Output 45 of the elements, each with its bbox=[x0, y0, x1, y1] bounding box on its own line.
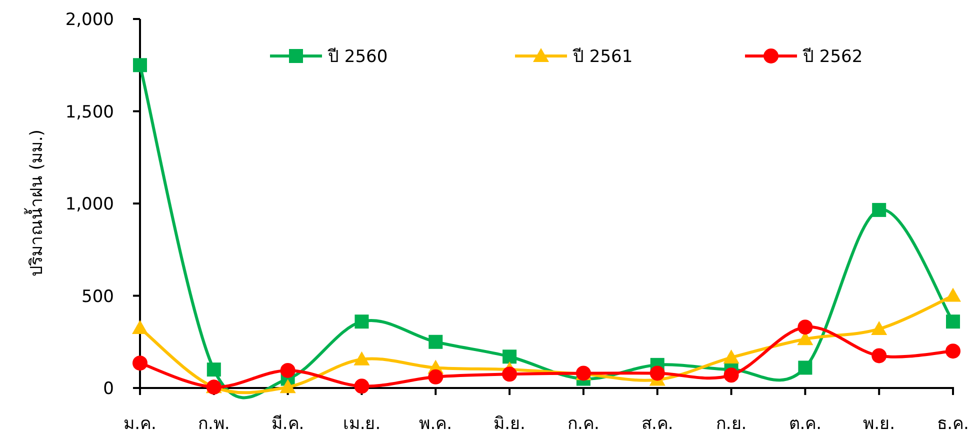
x-tick-label: มี.ค. bbox=[271, 414, 304, 434]
point bbox=[354, 378, 370, 394]
point bbox=[428, 369, 444, 384]
x-tick-label: ส.ค. bbox=[641, 414, 674, 434]
point bbox=[502, 366, 518, 382]
point bbox=[354, 351, 370, 366]
legend-label: ปี 2561 bbox=[572, 47, 633, 67]
point bbox=[502, 350, 517, 364]
point bbox=[206, 362, 221, 377]
x-tick-label: ม.ค. bbox=[124, 414, 156, 434]
x-tick-label: ก.ย. bbox=[716, 414, 747, 434]
point bbox=[280, 379, 296, 394]
point bbox=[280, 362, 296, 378]
point bbox=[872, 202, 886, 217]
y-tick-label: 1,500 bbox=[65, 102, 114, 122]
point bbox=[798, 360, 812, 375]
point bbox=[723, 350, 740, 364]
x-tick-label: มิ.ย. bbox=[494, 414, 526, 434]
y-tick-label: 2,000 bbox=[65, 10, 114, 30]
y-tick-label: 1,000 bbox=[65, 194, 114, 214]
point bbox=[872, 348, 887, 364]
x-tick-label: พ.ย. bbox=[863, 414, 895, 434]
y-axis-title: ปริมาณน้ำฝน (มม.) bbox=[24, 129, 47, 277]
x-tick-label: ก.พ. bbox=[198, 414, 230, 434]
point bbox=[724, 368, 739, 383]
x-tick-label: ก.ค. bbox=[568, 414, 600, 434]
x-tick-label: พ.ค. bbox=[419, 414, 452, 434]
point bbox=[354, 314, 369, 329]
point bbox=[650, 366, 665, 381]
point bbox=[798, 320, 813, 335]
x-tick-label: ต.ค. bbox=[788, 414, 822, 434]
point bbox=[945, 288, 961, 302]
point bbox=[428, 334, 443, 349]
x-tick-label: ธ.ค. bbox=[937, 414, 969, 434]
legend-label: ปี 2560 bbox=[327, 47, 388, 67]
x-tick-label: เม.ย. bbox=[342, 414, 381, 434]
y-tick-label: 0 bbox=[103, 379, 114, 399]
point bbox=[871, 320, 888, 335]
point bbox=[132, 356, 148, 371]
y-tick-label: 500 bbox=[82, 286, 114, 307]
point bbox=[132, 320, 148, 334]
point bbox=[133, 58, 147, 72]
point bbox=[946, 314, 960, 329]
legend-label: ปี 2562 bbox=[802, 47, 863, 67]
point bbox=[946, 344, 960, 359]
